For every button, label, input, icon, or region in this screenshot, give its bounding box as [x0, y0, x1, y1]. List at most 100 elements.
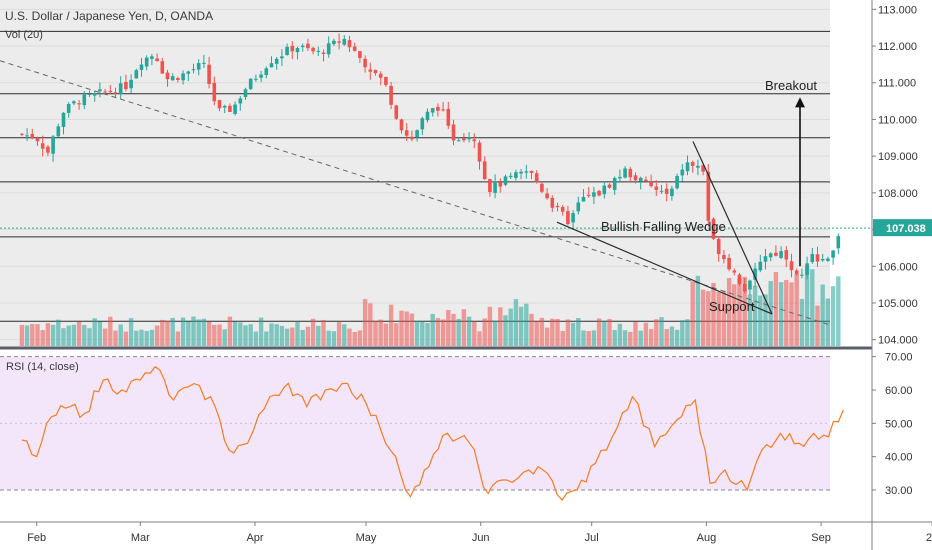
volume-bar	[128, 318, 134, 346]
volume-bar	[446, 310, 451, 346]
rsi-axis[interactable]: 30.00 40.00 50.00 60.00 70.00	[872, 352, 913, 497]
volume-bar	[820, 284, 825, 346]
candle-body	[25, 135, 29, 137]
candle-body	[326, 43, 331, 55]
volume-bar	[206, 321, 212, 346]
last-price-badge[interactable]	[873, 219, 932, 237]
candle-body	[404, 130, 409, 136]
candle-body	[207, 64, 211, 84]
price-axis[interactable]: 104.000105.000106.000107.000108.000109.0…	[872, 4, 918, 347]
volume-bar	[508, 308, 513, 346]
candle-body	[35, 137, 40, 142]
price-tick-label: 111.000	[878, 78, 916, 90]
main-pane-background	[0, 0, 830, 347]
candle-body	[498, 182, 503, 187]
candle-body	[800, 274, 804, 276]
volume-bar	[362, 299, 368, 346]
price-tick-label: 113.000	[878, 4, 917, 16]
candle-body	[191, 69, 196, 71]
candle-body	[352, 46, 357, 51]
candle-body	[472, 139, 477, 142]
candle-body	[436, 106, 440, 111]
volume-bar	[388, 304, 394, 346]
volume-bar	[175, 331, 181, 346]
candle-body	[482, 161, 487, 180]
volume-bar	[784, 280, 789, 346]
volume-bar	[830, 286, 836, 346]
candle-body	[300, 45, 305, 48]
volume-bar	[628, 331, 633, 346]
candle-body	[649, 181, 653, 187]
candle-body	[763, 256, 768, 262]
volume-bar	[144, 330, 149, 346]
candle-body	[280, 56, 284, 59]
candle-body	[134, 70, 139, 79]
volume-bar	[404, 311, 409, 346]
volume-bar	[804, 266, 810, 346]
candle-body	[56, 126, 61, 137]
volume-bar	[331, 331, 337, 346]
candle-body	[243, 89, 248, 98]
candle-body	[462, 138, 466, 141]
volume-bar	[643, 322, 649, 346]
candle-body	[202, 62, 206, 64]
candle-body	[514, 172, 518, 178]
candle-body	[415, 130, 419, 138]
volume-bar	[550, 318, 555, 346]
volume-bar	[378, 319, 383, 346]
candle-body	[644, 179, 648, 182]
candle-body	[108, 90, 113, 92]
candle-body	[836, 236, 841, 249]
candle-body	[139, 64, 144, 70]
volume-bar	[778, 282, 784, 346]
volume-bar	[669, 326, 675, 346]
volume-bar	[596, 318, 602, 346]
volume-bar	[123, 331, 129, 346]
candle-body	[420, 118, 425, 130]
volume-bar	[633, 321, 638, 346]
volume-bar	[134, 330, 139, 346]
volume-bar	[602, 321, 607, 346]
candle-body	[285, 46, 289, 56]
candle-body	[820, 258, 825, 261]
candle-body	[618, 176, 622, 179]
candle-body	[753, 268, 757, 280]
candle-body	[30, 134, 35, 139]
rsi-line	[21, 365, 844, 501]
candle-body	[488, 179, 492, 193]
candle-body	[384, 76, 388, 85]
candle-body	[129, 79, 133, 89]
candle-body	[493, 181, 497, 193]
candle-body	[534, 173, 539, 183]
volume-bar	[170, 317, 175, 346]
candle-body	[654, 186, 659, 190]
candle-body	[347, 40, 352, 48]
candle-body	[363, 58, 367, 68]
time-tick-label: Jun	[472, 532, 490, 544]
candle-body	[378, 73, 383, 78]
volume-bar	[336, 322, 342, 346]
volume-bar	[456, 318, 461, 346]
volume-bar	[648, 329, 654, 346]
candle-body	[160, 61, 165, 74]
volume-bar	[139, 329, 144, 346]
candle-body	[441, 109, 445, 111]
candle-body	[368, 69, 373, 72]
volume-bar	[638, 330, 643, 346]
candle-body	[768, 253, 773, 258]
candle-body	[664, 188, 669, 194]
volume-bar	[737, 278, 742, 346]
volume-bar	[149, 329, 155, 346]
time-axis[interactable]: Feb Mar Apr May Jun Jul Aug Sep 20	[27, 522, 932, 544]
candle-body	[290, 45, 295, 52]
volume-bar	[61, 328, 66, 346]
candle-body	[264, 68, 269, 76]
candle-body	[155, 58, 159, 62]
volume-bar	[758, 295, 763, 346]
volume-bar	[248, 324, 253, 346]
candle-body	[40, 143, 45, 149]
price-tick-label: 109.000	[878, 151, 918, 163]
candle-body	[477, 142, 482, 162]
